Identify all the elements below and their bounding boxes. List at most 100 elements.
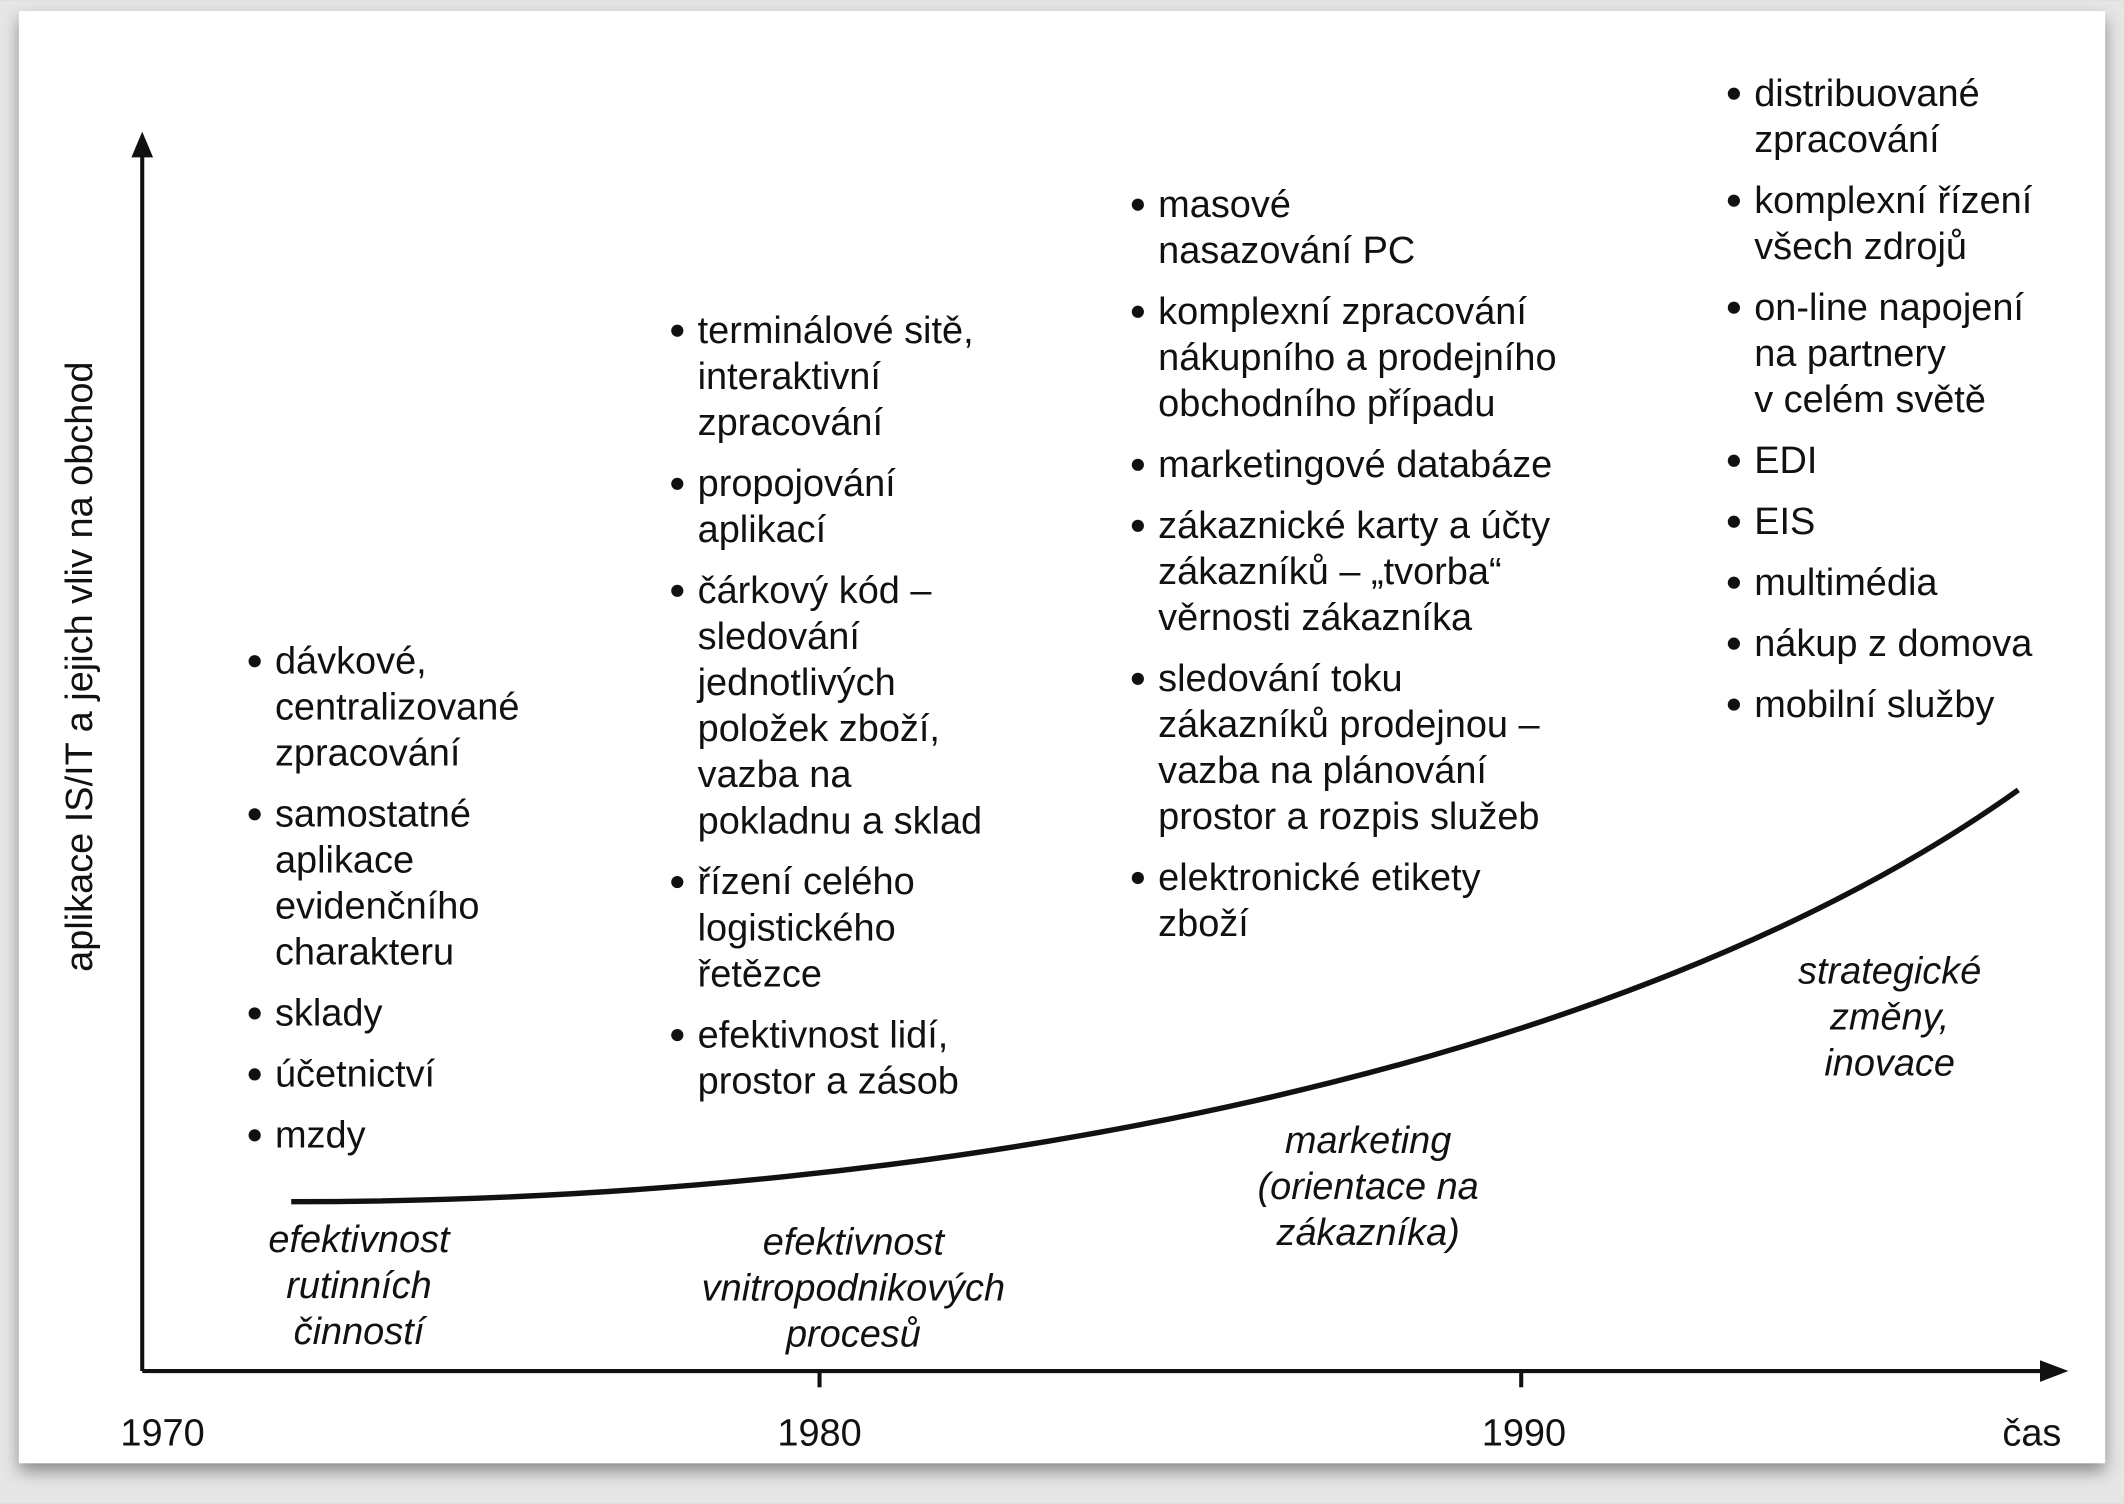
item-line: účetnictví [275,1054,436,1096]
item-line: čárkový kód – [698,570,933,612]
item-line: zboží [1158,903,1249,945]
item-line: mzdy [275,1115,366,1157]
phase-label: (orientace na [1258,1166,1479,1208]
phase-label: inovace [1824,1043,1955,1085]
item-line: terminálové sitě, [698,310,974,352]
phase-label: strategické [1798,951,1981,993]
bullet [1131,458,1144,471]
item-line: charakteru [275,932,454,974]
item-line: nasazování PC [1158,230,1415,272]
item-line: zpracování [275,733,461,775]
x-arrow [2040,1360,2069,1382]
item-line: prostor a rozpis služeb [1158,796,1539,838]
year: 1990 [1482,1413,1566,1455]
item-line: sledování toku [1158,658,1402,700]
item-line: efektivnost lidí, [698,1014,949,1056]
item-line: nákup z domova [1754,623,2033,665]
bullet [1727,301,1740,314]
item-line: marketingové databáze [1158,444,1552,486]
item-line: multimédia [1754,562,1938,604]
item-line: aplikací [698,509,827,551]
item-line: komplexní řízení [1754,180,2033,222]
bullet [1131,871,1144,885]
phase-label: procesů [785,1314,921,1356]
bullet [248,655,261,668]
y-arrow [131,131,154,158]
item-line: nákupního a prodejního [1158,337,1556,379]
item-line: položek zboží, [698,708,940,750]
year: 1980 [777,1413,861,1455]
phase-label: činností [294,1311,428,1353]
item-line: EIS [1754,501,1815,543]
bullet [1131,305,1144,318]
item-line: zákazníků – „tvorba“ [1158,551,1501,593]
item-line: masové [1158,184,1291,226]
item-line: na partnery [1754,333,1946,375]
bullet [1727,515,1740,528]
item-line: dávkové, [275,640,427,682]
paper [18,11,2106,1464]
bullet [1131,519,1144,532]
bullet [1131,672,1144,685]
item-line: vazba na [698,754,853,796]
y-axis-label: aplikace IS/IT a jejich vliv na obchod [59,361,101,971]
phase-label: rutinních [286,1265,431,1307]
item-line: v celém světě [1754,379,1986,421]
curve [291,787,2020,1205]
year: 1970 [120,1413,204,1455]
bullet [671,477,684,490]
item-line: zákazníků prodejnou – [1158,704,1540,746]
item-line: řetězce [698,953,822,995]
item-line: zpracování [698,402,884,444]
phase-label: marketing [1285,1120,1451,1162]
bullet [248,808,261,821]
item-line: evidenčního [275,886,479,928]
item-line: zpracování [1754,119,1940,161]
bullet [671,1029,684,1042]
item-line: pokladnu a sklad [698,800,983,842]
item-line: samostatné [275,794,471,836]
bullet [671,324,684,337]
phase-label: zákazníka) [1275,1212,1459,1254]
item-line: zákaznické karty a účty [1158,505,1550,547]
item-line: logistického [698,907,896,949]
phase-label: změny, [1829,997,1949,1039]
bullet [671,584,684,597]
bullet [1727,698,1740,711]
bullet [248,1007,261,1020]
item-line: EDI [1754,440,1817,482]
bullet [1727,87,1740,100]
item-line: on-line napojení [1754,287,2024,329]
bullet [1131,198,1144,211]
bullet [1727,576,1740,589]
item-line: elektronické etikety [1158,857,1480,899]
item-line: obchodního případu [1158,383,1495,425]
item-line: mobilní služby [1754,684,1994,726]
item-line: sklady [275,993,382,1035]
item-line: centralizované [275,686,519,728]
item-line: propojování [698,463,897,505]
item-line: sledování [698,616,861,658]
bullet [671,875,684,889]
item-line: věrnosti zákazníka [1158,597,1473,639]
item-line: distribuované [1754,73,1979,115]
phase-label: vnitropodnikových [702,1268,1005,1310]
bullet [248,1129,261,1142]
item-line: jednotlivých [697,662,896,704]
item-line: aplikace [275,840,414,882]
item-line: řízení celého [698,861,915,903]
x-axis-label: čas [2002,1413,2061,1455]
phase-label: efektivnost [763,1222,946,1264]
item-line: všech zdrojů [1754,226,1967,268]
phase-label: efektivnost [268,1219,451,1261]
item-line: prostor a zásob [698,1060,959,1102]
bullet [1727,454,1740,467]
item-line: vazba na plánování [1158,750,1487,792]
bullet [1727,637,1740,650]
item-line: komplexní zpracování [1158,291,1527,333]
bullet [1727,194,1740,207]
item-line: interaktivní [698,356,882,398]
bullet [248,1068,261,1081]
